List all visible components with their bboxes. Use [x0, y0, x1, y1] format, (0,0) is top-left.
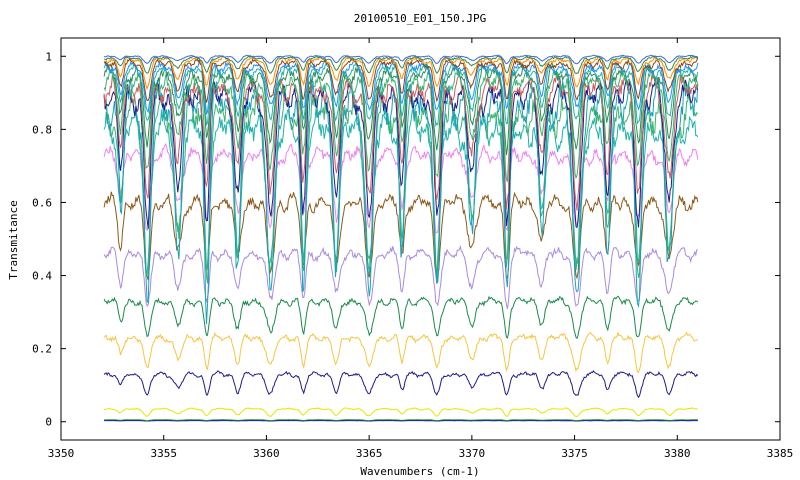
series-line — [104, 419, 698, 422]
x-tick-label: 3350 — [48, 447, 75, 460]
y-tick-label: 0.6 — [32, 196, 52, 209]
series-group — [103, 54, 699, 422]
series-line — [103, 67, 699, 182]
y-tick-label: 0 — [45, 416, 52, 429]
x-tick-label: 3380 — [664, 447, 691, 460]
series-line — [103, 54, 699, 65]
x-axis-title: Wavenumbers (cm-1) — [360, 465, 479, 478]
chart-title: 20100510_E01_150.JPG — [354, 12, 486, 25]
x-tick-label: 3365 — [356, 447, 383, 460]
series-line — [103, 295, 699, 340]
y-axis: 0 0.2 0.4 0.6 0.8 1 — [32, 50, 780, 429]
series-line — [104, 74, 699, 325]
y-tick-label: 0.2 — [32, 343, 52, 356]
series-line — [103, 407, 698, 418]
x-axis: 3350 3355 3360 3365 3370 3375 3380 3385 — [48, 38, 794, 460]
series-line — [103, 244, 698, 309]
x-tick-label: 3385 — [767, 447, 794, 460]
y-tick-label: 0.8 — [32, 123, 52, 136]
y-tick-label: 1 — [45, 50, 52, 63]
x-tick-label: 3355 — [150, 447, 177, 460]
series-line — [103, 62, 698, 156]
x-tick-label: 3360 — [253, 447, 280, 460]
y-axis-title: Transmitance — [7, 200, 20, 279]
series-line — [103, 57, 699, 103]
series-line — [103, 370, 699, 399]
series-line — [103, 331, 698, 374]
x-tick-label: 3375 — [561, 447, 588, 460]
series-line — [103, 55, 699, 75]
series-line — [103, 77, 699, 229]
x-tick-label: 3370 — [459, 447, 486, 460]
plot-area-frame — [60, 37, 781, 441]
series-line — [103, 61, 699, 128]
y-tick-label: 0.4 — [32, 270, 52, 283]
